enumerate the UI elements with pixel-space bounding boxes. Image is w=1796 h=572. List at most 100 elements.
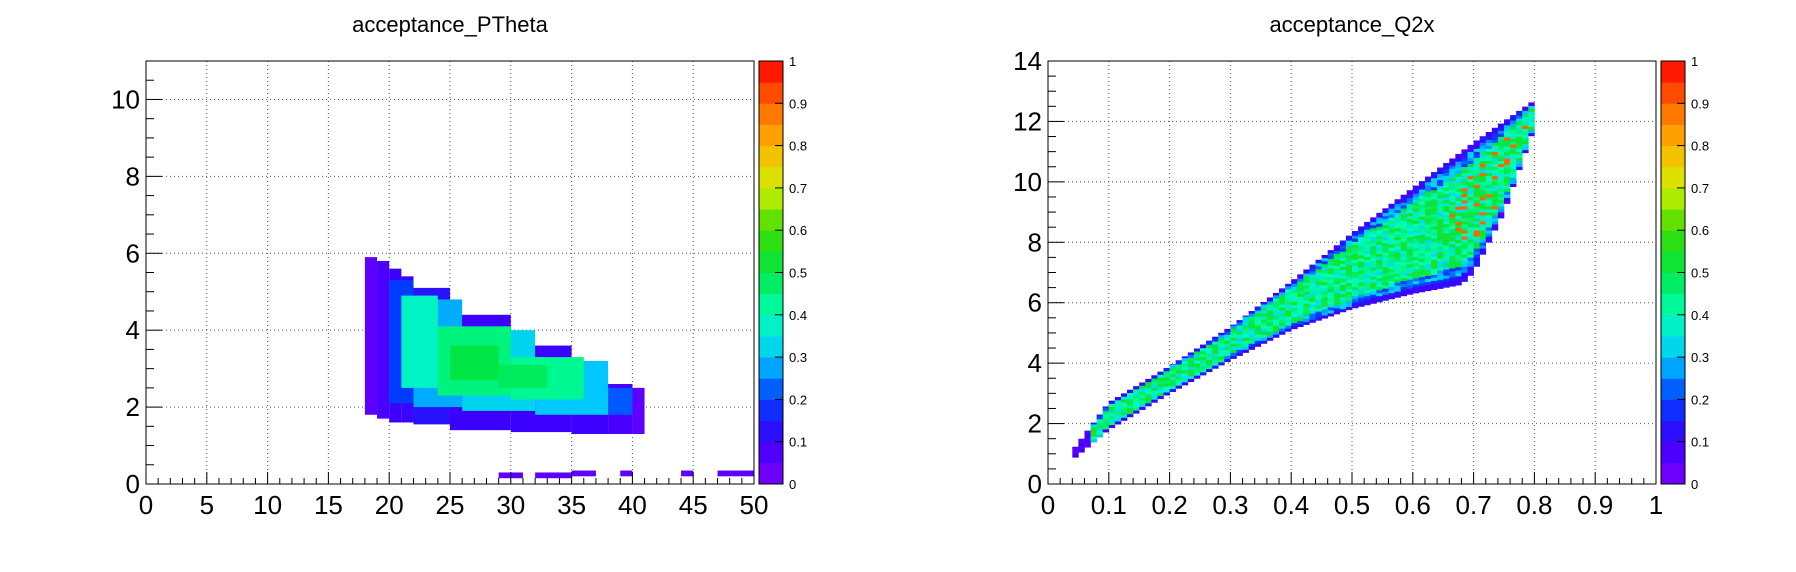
heatmap-cell: [1449, 277, 1456, 281]
heatmap-cell: [1412, 265, 1420, 270]
heatmap-cell: [1443, 230, 1450, 234]
heatmap-cell: [1455, 191, 1462, 195]
heatmap-cell: [1424, 179, 1432, 183]
heatmap-cell: [1388, 292, 1395, 297]
heatmap-cell: [1327, 264, 1335, 269]
heatmap-cell: [1467, 144, 1474, 146]
heatmap-cell: [1315, 287, 1322, 291]
heatmap-cell: [1485, 157, 1493, 162]
heatmap-cell: [1412, 202, 1420, 206]
heatmap-cell: [1412, 220, 1420, 224]
heatmap-cell: [1418, 183, 1426, 187]
heatmap-cell: [1473, 257, 1480, 261]
heatmap-cell: [1455, 242, 1462, 247]
heatmap-cell: [1285, 328, 1292, 332]
heatmap-cell: [1449, 207, 1456, 212]
heatmap-cell: [1497, 133, 1505, 137]
heatmap-cell: [377, 260, 390, 419]
heatmap-cell: [1364, 271, 1371, 276]
heatmap-cell: [1455, 227, 1462, 232]
heatmap-cell: [1376, 250, 1383, 254]
heatmap-cell: [1236, 328, 1243, 332]
heatmap-cell: [1400, 292, 1408, 297]
heatmap-cell: [1443, 196, 1450, 201]
heatmap-cell: [1418, 231, 1426, 235]
heatmap-cell: [1218, 343, 1225, 348]
heatmap-cell: [1424, 236, 1432, 240]
heatmap-cell: [1321, 275, 1328, 280]
heatmap-cell: [1133, 386, 1140, 390]
heatmap-cell: [1491, 175, 1499, 180]
heatmap-cell: [1388, 205, 1395, 209]
heatmap-cell: [1127, 401, 1134, 406]
heatmap-cell: [1400, 271, 1408, 276]
heatmap-cell: [1345, 267, 1353, 271]
heatmap-cell: [1412, 287, 1420, 291]
y-tick-label: 0: [126, 469, 140, 499]
heatmap-cell: [1266, 319, 1274, 323]
heatmap-cell: [1327, 261, 1335, 266]
heatmap-cell: [1479, 212, 1487, 216]
heatmap-cell: [1303, 321, 1310, 325]
heatmap-cell: [1504, 131, 1511, 135]
heatmap-cell: [1376, 235, 1383, 239]
heatmap-cell: [1497, 169, 1505, 174]
heatmap-cell: [1370, 294, 1377, 298]
heatmap-cell: [1321, 309, 1328, 313]
heatmap-cell: [1412, 226, 1420, 230]
heatmap-cell: [1504, 188, 1511, 192]
heatmap-cell: [1266, 337, 1274, 341]
heatmap-cell: [1491, 215, 1499, 219]
heatmap-cell: [1455, 221, 1462, 226]
heatmap-cell: [1485, 206, 1493, 210]
heatmap-cell: [1297, 308, 1304, 312]
colorbar-band: [759, 145, 783, 168]
heatmap-cell: [1272, 334, 1280, 338]
colorbar: 00.10.20.30.40.50.60.70.80.91: [1660, 54, 1709, 492]
y-tick-label: 2: [126, 392, 140, 422]
heatmap-cell: [364, 257, 378, 415]
heatmap-cell: [1504, 173, 1511, 177]
heatmap-cell: [1309, 280, 1316, 284]
heatmap-cell: [1187, 366, 1195, 370]
heatmap-cell: [1479, 209, 1487, 213]
colorbar-tick-label: 0.6: [789, 223, 807, 238]
heatmap-cell: [1528, 114, 1535, 119]
heatmap-cell: [1461, 181, 1468, 186]
colorbar-tick-label: 0: [789, 477, 796, 492]
heatmap-cell: [1522, 131, 1529, 136]
colorbar-band: [759, 251, 783, 273]
heatmap-cell: [1242, 316, 1249, 320]
heatmap-cell: [1473, 148, 1480, 152]
heatmap-cell: [1479, 166, 1487, 171]
heatmap-cell: [1437, 194, 1444, 199]
heatmap-cell: [1339, 240, 1347, 243]
heatmap-cell: [1455, 254, 1462, 259]
heatmap-cell: [1418, 237, 1426, 241]
heatmap-cell: [1151, 375, 1158, 379]
heatmap-cell: [1485, 154, 1493, 158]
heatmap-cell: [1309, 310, 1316, 314]
heatmap-cell: [1266, 307, 1274, 311]
colorbar-tick-label: 0.8: [1691, 139, 1709, 154]
heatmap-cell: [1437, 200, 1444, 205]
heatmap-cell: [1236, 320, 1243, 323]
heatmap-cell: [1473, 196, 1480, 201]
heatmap-cell: [1139, 388, 1146, 392]
heatmap-cell: [1418, 201, 1426, 205]
heatmap-cell: [1218, 359, 1225, 363]
heatmap-cell: [1449, 192, 1456, 196]
heatmap-cell: [1370, 291, 1377, 295]
heatmap-cell: [1339, 260, 1347, 264]
heatmap-cell: [1461, 233, 1468, 237]
heatmap-cell: [1467, 151, 1474, 155]
heatmap-cell: [1400, 214, 1408, 218]
heatmap-cell: [1212, 356, 1219, 360]
heatmap-cell: [1169, 370, 1176, 374]
heatmap-cell: [1461, 160, 1468, 165]
heatmap-cell: [1127, 389, 1134, 394]
heatmap-cell: [1376, 226, 1383, 230]
heatmap-cell: [1418, 249, 1426, 253]
heatmap-cell: [1437, 173, 1444, 178]
heatmap-cell: [450, 345, 499, 381]
